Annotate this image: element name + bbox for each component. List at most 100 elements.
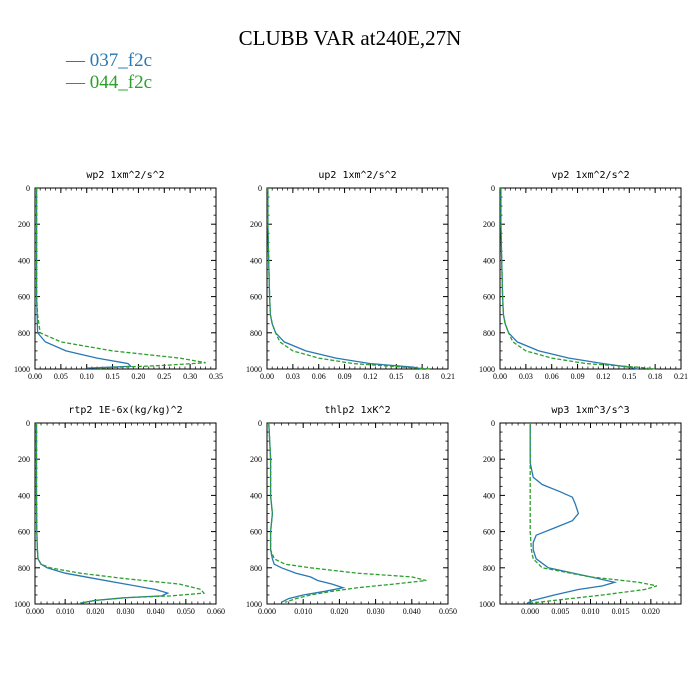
ytick-label-5-5: 1000 bbox=[479, 600, 495, 609]
panel-title-4: thlp2 1xK^2 bbox=[324, 405, 390, 416]
xtick-label-5-1: 0.005 bbox=[551, 607, 569, 616]
ytick-label-2-0: 0 bbox=[491, 184, 495, 193]
legend-entry-044: — 044_f2c bbox=[66, 72, 152, 94]
ytick-label-1-1: 200 bbox=[250, 220, 262, 229]
xtick-label-4-5: 0.050 bbox=[439, 607, 457, 616]
ytick-label-2-2: 400 bbox=[483, 256, 495, 265]
legend-label-044: 044_f2c bbox=[89, 72, 153, 93]
series-line-044_f2c-1 bbox=[267, 188, 431, 370]
xtick-label-4-0: 0.000 bbox=[258, 607, 276, 616]
series-line-037_f2c-1 bbox=[267, 188, 423, 370]
ytick-label-4-1: 200 bbox=[250, 455, 262, 464]
xtick-label-2-0: 0.00 bbox=[493, 372, 507, 381]
series-line-037_f2c-2 bbox=[500, 188, 639, 370]
xtick-label-0-5: 0.25 bbox=[157, 372, 171, 381]
series-line-044_f2c-2 bbox=[500, 188, 656, 370]
ytick-label-5-4: 800 bbox=[483, 564, 495, 573]
series-line-037_f2c-0 bbox=[35, 188, 133, 369]
ytick-label-4-0: 0 bbox=[258, 419, 262, 428]
xtick-label-3-3: 0.030 bbox=[117, 607, 135, 616]
ytick-label-2-1: 200 bbox=[483, 220, 495, 229]
ytick-label-3-2: 400 bbox=[18, 491, 30, 500]
ytick-label-5-0: 0 bbox=[491, 419, 495, 428]
xtick-label-0-6: 0.30 bbox=[183, 372, 197, 381]
xtick-label-1-0: 0.00 bbox=[260, 372, 274, 381]
xtick-label-2-2: 0.06 bbox=[545, 372, 559, 381]
legend-label-037: 037_f2c bbox=[89, 50, 153, 71]
xtick-label-5-2: 0.010 bbox=[582, 607, 600, 616]
xtick-label-5-4: 0.020 bbox=[642, 607, 660, 616]
ytick-label-1-5: 1000 bbox=[246, 365, 262, 374]
ytick-label-0-3: 600 bbox=[18, 293, 30, 302]
panel-title-3: rtp2 1E-6x(kg/kg)^2 bbox=[68, 405, 182, 416]
series-line-037_f2c-4 bbox=[268, 422, 346, 603]
ytick-label-1-0: 0 bbox=[258, 184, 262, 193]
panel-title-2: vp2 1xm^2/s^2 bbox=[551, 170, 629, 181]
panel-title-0: wp2 1xm^2/s^2 bbox=[86, 170, 164, 181]
panel-frame-1 bbox=[266, 187, 449, 370]
xtick-label-4-1: 0.010 bbox=[294, 607, 312, 616]
xtick-label-0-4: 0.20 bbox=[131, 372, 145, 381]
xtick-label-2-3: 0.09 bbox=[571, 372, 585, 381]
xtick-label-1-3: 0.09 bbox=[338, 372, 352, 381]
xtick-label-3-5: 0.050 bbox=[177, 607, 195, 616]
figure-title: CLUBB VAR at240E,27N bbox=[238, 26, 462, 50]
panel-title-5: wp3 1xm^3/s^3 bbox=[551, 405, 629, 416]
xtick-label-0-0: 0.00 bbox=[28, 372, 42, 381]
ytick-label-5-3: 600 bbox=[483, 528, 495, 537]
panel-frame-2 bbox=[499, 187, 682, 370]
xtick-label-1-1: 0.03 bbox=[286, 372, 300, 381]
series-line-044_f2c-5 bbox=[529, 423, 658, 604]
panel-frame-4 bbox=[266, 422, 449, 605]
xtick-label-2-7: 0.21 bbox=[674, 372, 688, 381]
ytick-label-3-4: 800 bbox=[18, 564, 30, 573]
xtick-label-2-4: 0.12 bbox=[596, 372, 610, 381]
ytick-label-0-4: 800 bbox=[18, 329, 30, 338]
ytick-label-4-4: 800 bbox=[250, 564, 262, 573]
panel-frame-3 bbox=[34, 422, 217, 605]
xtick-label-2-1: 0.03 bbox=[519, 372, 533, 381]
legend-entry-037: — 037_f2c bbox=[66, 50, 152, 72]
xtick-label-0-7: 0.35 bbox=[209, 372, 223, 381]
ytick-label-3-0: 0 bbox=[26, 419, 30, 428]
ytick-label-1-2: 400 bbox=[250, 256, 262, 265]
ytick-label-3-1: 200 bbox=[18, 455, 30, 464]
xtick-label-3-6: 0.060 bbox=[207, 607, 225, 616]
series-line-044_f2c-0 bbox=[35, 188, 206, 369]
ytick-label-2-3: 600 bbox=[483, 293, 495, 302]
ytick-label-4-2: 400 bbox=[250, 491, 262, 500]
ytick-label-4-5: 1000 bbox=[246, 600, 262, 609]
xtick-label-2-5: 0.15 bbox=[622, 372, 636, 381]
legend-line-037: — bbox=[66, 50, 85, 71]
xtick-label-5-0: 0.000 bbox=[521, 607, 539, 616]
xtick-label-1-5: 0.15 bbox=[389, 372, 403, 381]
xtick-label-1-2: 0.06 bbox=[312, 372, 326, 381]
xtick-label-1-6: 0.18 bbox=[415, 372, 429, 381]
xtick-label-0-3: 0.15 bbox=[106, 372, 120, 381]
xtick-label-4-4: 0.040 bbox=[403, 607, 421, 616]
ytick-label-4-3: 600 bbox=[250, 528, 262, 537]
xtick-label-4-2: 0.020 bbox=[330, 607, 348, 616]
ytick-label-5-1: 200 bbox=[483, 455, 495, 464]
ytick-label-2-5: 1000 bbox=[479, 365, 495, 374]
ytick-label-5-2: 400 bbox=[483, 491, 495, 500]
legend-line-044: — bbox=[66, 72, 85, 93]
xtick-label-3-0: 0.000 bbox=[26, 607, 44, 616]
ytick-label-1-4: 800 bbox=[250, 329, 262, 338]
panel-title-1: up2 1xm^2/s^2 bbox=[318, 170, 396, 181]
ytick-label-3-5: 1000 bbox=[14, 600, 30, 609]
xtick-label-1-4: 0.12 bbox=[363, 372, 377, 381]
ytick-label-1-3: 600 bbox=[250, 293, 262, 302]
xtick-label-2-6: 0.18 bbox=[648, 372, 662, 381]
ytick-label-0-0: 0 bbox=[26, 184, 30, 193]
xtick-label-4-3: 0.030 bbox=[367, 607, 385, 616]
xtick-label-3-4: 0.040 bbox=[147, 607, 165, 616]
ytick-label-0-2: 400 bbox=[18, 256, 30, 265]
series-line-044_f2c-4 bbox=[268, 422, 427, 603]
ytick-label-0-1: 200 bbox=[18, 220, 30, 229]
xtick-label-3-2: 0.020 bbox=[86, 607, 104, 616]
xtick-label-3-1: 0.010 bbox=[56, 607, 74, 616]
ytick-label-2-4: 800 bbox=[483, 329, 495, 338]
series-line-037_f2c-5 bbox=[526, 423, 618, 604]
